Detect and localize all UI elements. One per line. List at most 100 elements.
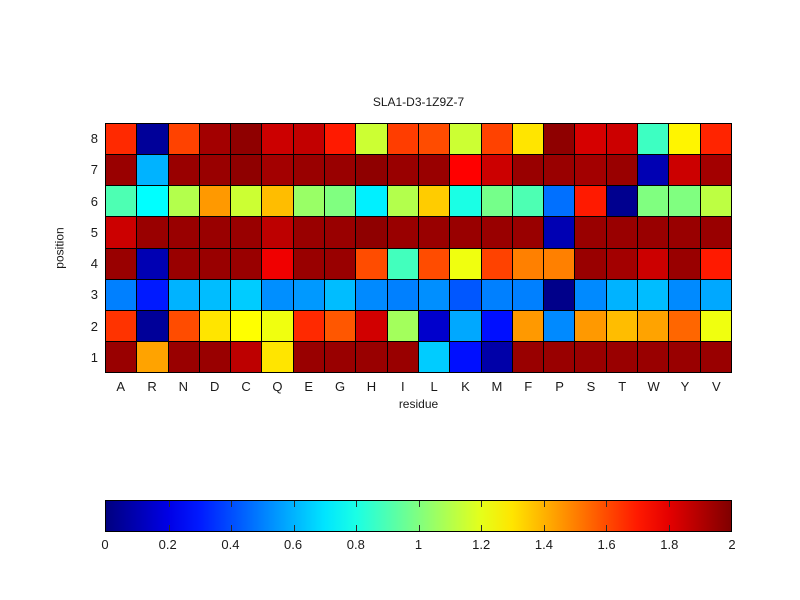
heatmap-cell <box>575 217 606 248</box>
heatmap-cell <box>450 155 481 186</box>
heatmap-cell <box>575 186 606 217</box>
heatmap-cell <box>700 186 731 217</box>
heatmap-cell <box>387 186 418 217</box>
heatmap-cell <box>231 248 262 279</box>
heatmap-cell <box>669 124 700 155</box>
heatmap-cell <box>700 248 731 279</box>
colorbar-tick-label: 0.2 <box>158 537 177 552</box>
x-tick-label: A <box>116 379 125 394</box>
heatmap-cell <box>168 341 199 372</box>
colorbar-tick-label: 2 <box>728 537 736 552</box>
heatmap-cell <box>481 341 512 372</box>
x-tick-label: P <box>555 379 564 394</box>
heatmap-cell <box>293 186 325 217</box>
heatmap-cell <box>356 310 387 341</box>
heatmap-cell <box>512 155 544 186</box>
colorbar-tick-label: 1.8 <box>660 537 679 552</box>
chart-title: SLA1-D3-1Z9Z-7 <box>372 95 465 109</box>
heatmap-cell <box>106 155 137 186</box>
x-tick-label: G <box>335 379 346 394</box>
heatmap-cell <box>231 155 262 186</box>
x-tick-label: T <box>618 379 627 394</box>
heatmap-cell <box>544 186 575 217</box>
colorbar-tick-label: 0.4 <box>221 537 240 552</box>
y-tick-label: 1 <box>90 349 98 365</box>
heatmap-cell <box>606 186 638 217</box>
x-tick-label: R <box>147 379 157 394</box>
heatmap-cell <box>293 217 325 248</box>
heatmap-cell <box>450 124 481 155</box>
x-tick-label: M <box>491 379 503 394</box>
heatmap-cell <box>606 341 638 372</box>
heatmap-cell <box>700 279 731 310</box>
heatmap-cell <box>700 310 731 341</box>
x-tick-label: Y <box>680 379 690 394</box>
heatmap-cell <box>481 248 512 279</box>
heatmap-cell <box>137 248 168 279</box>
heatmap-cell <box>512 310 544 341</box>
heatmap-cell <box>638 310 669 341</box>
heatmap-cell <box>544 310 575 341</box>
heatmap-cell <box>387 124 418 155</box>
heatmap-cell <box>262 279 293 310</box>
heatmap-cell <box>387 248 418 279</box>
heatmap-cell <box>481 155 512 186</box>
heatmap-cell <box>356 186 387 217</box>
heatmap-cell <box>168 310 199 341</box>
heatmap-cell <box>106 186 137 217</box>
heatmap-cell <box>325 124 356 155</box>
colorbar-tick <box>543 501 545 507</box>
heatmap-cell <box>262 310 293 341</box>
heatmap-cell <box>450 310 481 341</box>
y-tick-label: 7 <box>90 162 98 178</box>
heatmap-cell <box>606 310 638 341</box>
heatmap-cell <box>512 279 544 310</box>
x-tick-label: L <box>430 379 438 394</box>
heatmap-cell <box>231 279 262 310</box>
heatmap-cell <box>199 124 231 155</box>
colorbar-tick <box>293 501 295 507</box>
heatmap-cell <box>199 248 231 279</box>
heatmap-cell <box>325 341 356 372</box>
heatmap-cell <box>168 186 199 217</box>
heatmap-cell <box>325 217 356 248</box>
y-tick-label: 3 <box>90 287 98 303</box>
heatmap-cell <box>106 279 137 310</box>
x-tick-label: S <box>586 379 596 394</box>
heatmap-cell <box>512 248 544 279</box>
heatmap-cell <box>262 124 293 155</box>
heatmap-cell <box>231 341 262 372</box>
x-tick-label: V <box>711 379 721 394</box>
heatmap-cell <box>168 124 199 155</box>
heatmap-cell <box>544 279 575 310</box>
colorbar-tick <box>543 525 545 531</box>
colorbar-tick <box>418 501 420 507</box>
colorbar-tick-label: 0.6 <box>284 537 303 552</box>
heatmap-cell <box>293 310 325 341</box>
heatmap-cell <box>231 217 262 248</box>
heatmap-cell <box>418 341 450 372</box>
heatmap-cell <box>606 155 638 186</box>
heatmap-cell <box>293 248 325 279</box>
heatmap-cell <box>700 341 731 372</box>
heatmap-cell <box>638 124 669 155</box>
heatmap-cell <box>356 124 387 155</box>
heatmap-cell <box>638 217 669 248</box>
heatmap-cell <box>544 341 575 372</box>
heatmap-cell <box>168 279 199 310</box>
x-tick-label: H <box>366 379 377 394</box>
heatmap-cell <box>638 248 669 279</box>
heatmap-cell <box>262 155 293 186</box>
x-tick-label: C <box>241 379 251 394</box>
heatmap-cell <box>638 341 669 372</box>
colorbar-tick <box>606 501 607 507</box>
heatmap-cell <box>356 279 387 310</box>
heatmap-cell <box>387 310 418 341</box>
y-tick-label: 4 <box>90 256 98 272</box>
colorbar-tick <box>293 525 295 531</box>
heatmap-cell <box>293 155 325 186</box>
colorbar-tick <box>668 525 670 531</box>
heatmap-cell <box>418 186 450 217</box>
